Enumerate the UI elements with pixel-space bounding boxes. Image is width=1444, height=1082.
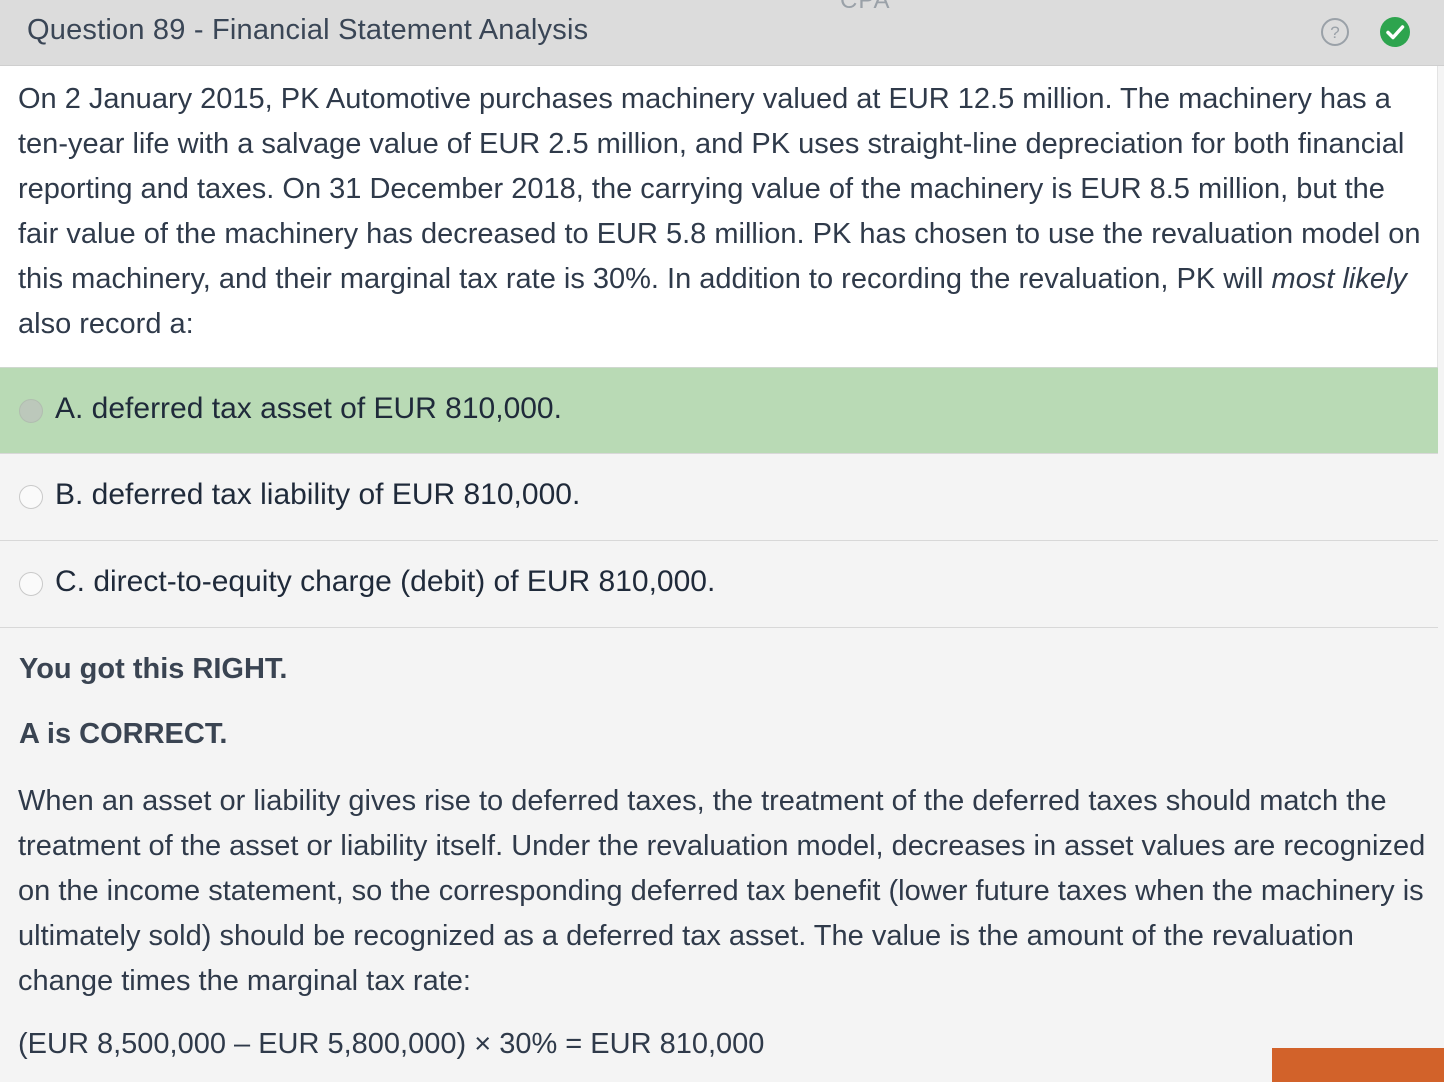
check-circle-icon <box>1380 17 1410 47</box>
answer-option-b[interactable]: B. deferred tax liability of EUR 810,000… <box>0 454 1438 541</box>
correct-answer-text: A is CORRECT. <box>19 718 228 750</box>
answer-feedback: You got this RIGHT. A is CORRECT. When a… <box>0 628 1438 1082</box>
svg-text:?: ? <box>1330 23 1339 42</box>
question-text-after: also record a: <box>18 308 194 340</box>
formula-text: (EUR 8,500,000 – EUR 5,800,000) × 30% = … <box>18 1028 765 1060</box>
radio-option-c[interactable] <box>19 572 43 596</box>
question-circle-icon[interactable]: ? <box>1320 17 1350 47</box>
question-header: Question 89 - Financial Statement Analys… <box>0 0 1444 66</box>
radio-option-b[interactable] <box>19 485 43 509</box>
answer-option-a[interactable]: A. deferred tax asset of EUR 810,000. <box>0 367 1438 454</box>
option-a-label: A. deferred tax asset of EUR 810,000. <box>55 392 562 425</box>
question-panel: On 2 January 2015, PK Automotive purchas… <box>0 66 1438 367</box>
question-emphasis: most likely <box>1271 263 1407 295</box>
question-text: On 2 January 2015, PK Automotive purchas… <box>18 77 1423 347</box>
question-text-before: On 2 January 2015, PK Automotive purchas… <box>18 83 1421 295</box>
answer-option-c[interactable]: C. direct-to-equity charge (debit) of EU… <box>0 541 1438 628</box>
header-partial-label: CPA <box>840 0 891 14</box>
question-title: Question 89 - Financial Statement Analys… <box>27 14 589 46</box>
option-b-label: B. deferred tax liability of EUR 810,000… <box>55 478 581 511</box>
explanation-text: When an asset or liability gives rise to… <box>18 785 1426 997</box>
radio-option-a[interactable] <box>19 399 43 423</box>
option-c-label: C. direct-to-equity charge (debit) of EU… <box>55 565 716 598</box>
result-text: You got this RIGHT. <box>19 653 288 685</box>
next-button[interactable] <box>1272 1048 1444 1082</box>
